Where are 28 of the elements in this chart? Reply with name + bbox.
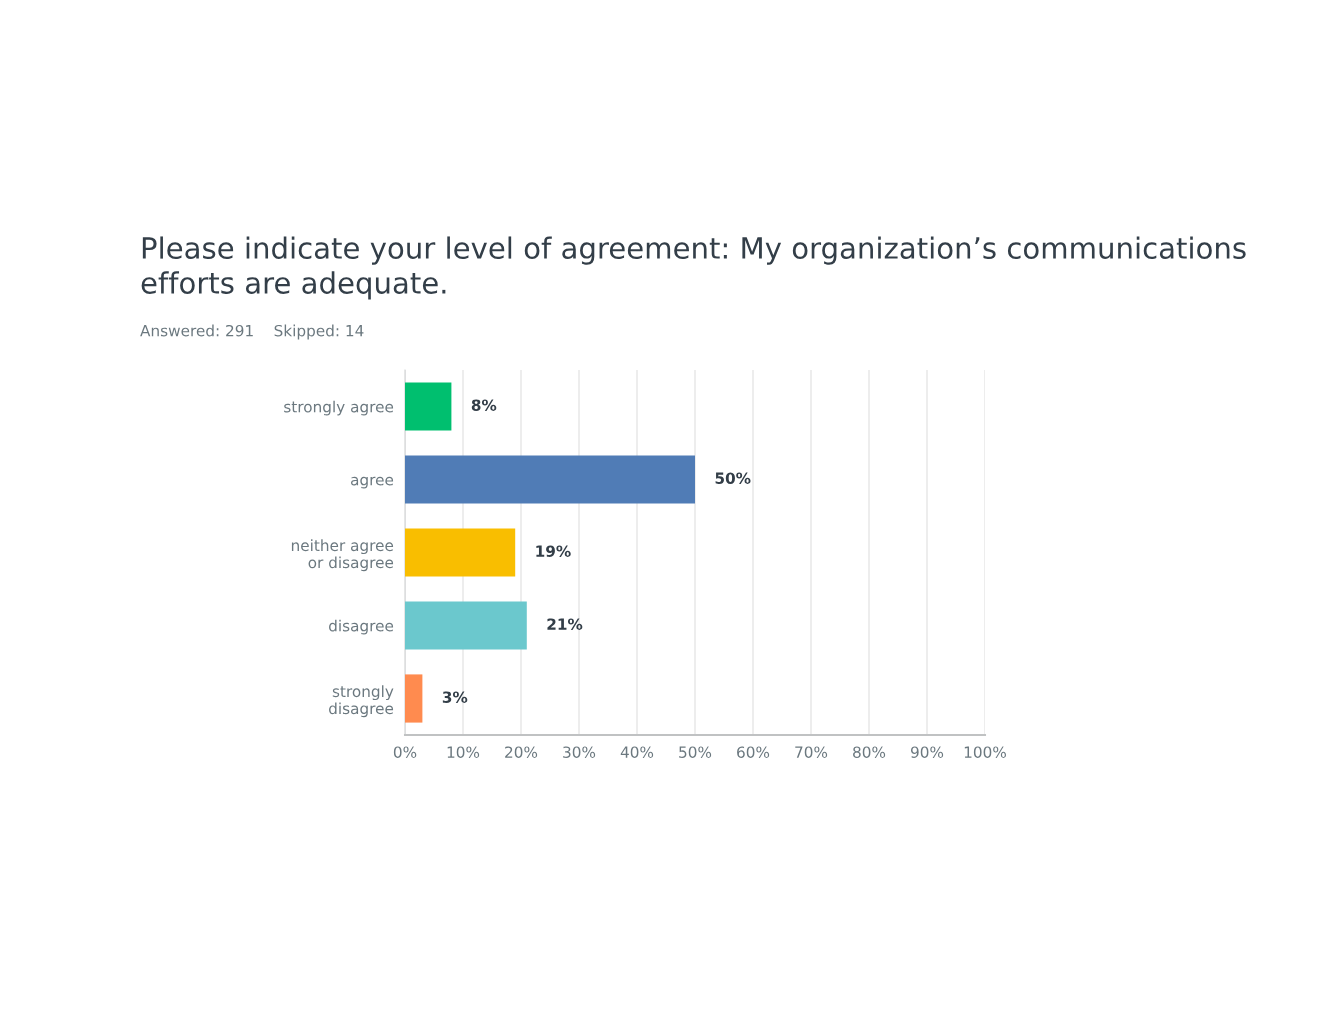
bar bbox=[405, 674, 423, 723]
x-tick-label: 20% bbox=[505, 746, 538, 758]
y-tick-label: strongly agree bbox=[284, 400, 394, 416]
x-tick-label: 40% bbox=[620, 746, 654, 758]
data-label: 8% bbox=[471, 399, 497, 411]
y-tick-label: strongly disagree bbox=[329, 685, 394, 718]
x-tick-label: 60% bbox=[737, 746, 770, 758]
text: Answered: 291 Skipped: 14 bbox=[140, 324, 364, 340]
data-label: 21% bbox=[547, 618, 583, 630]
x-tick-label: 90% bbox=[910, 746, 944, 758]
x-tick-label: 100% bbox=[964, 746, 1006, 758]
x-tick-label: 10% bbox=[447, 746, 480, 758]
x-tick-label: 80% bbox=[853, 746, 886, 758]
bar bbox=[405, 601, 527, 650]
data-label: 50% bbox=[715, 472, 751, 484]
bar bbox=[405, 382, 452, 431]
y-tick-label: disagree bbox=[329, 619, 394, 635]
data-label: 3% bbox=[442, 691, 468, 703]
bar bbox=[405, 528, 516, 577]
x-tick-label: 0% bbox=[393, 746, 417, 758]
x-tick-label: 50% bbox=[679, 746, 712, 758]
chart-title: Please indicate your level of agreement: My organization’s communications efforts are adequate. bbox=[141, 236, 1246, 300]
y-tick-label: agree bbox=[351, 476, 394, 489]
y-tick-label: neither agree or disagree bbox=[291, 539, 394, 572]
bar bbox=[405, 455, 695, 504]
x-tick-label: 70% bbox=[795, 746, 828, 758]
x-tick-label: 30% bbox=[563, 746, 596, 758]
data-label: 19% bbox=[536, 545, 571, 557]
